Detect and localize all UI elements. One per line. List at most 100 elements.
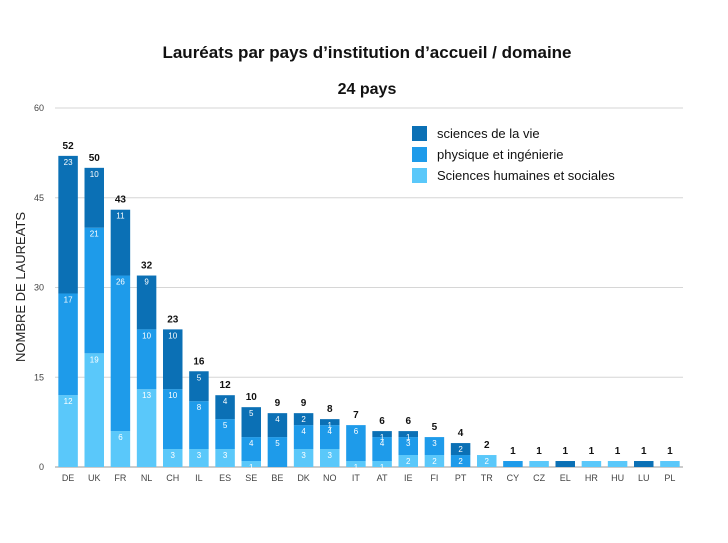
bar-segment <box>163 329 183 390</box>
segment-value-label: 23 <box>64 158 73 167</box>
x-tick-label: FR <box>114 473 126 483</box>
bar-segment <box>189 449 209 467</box>
bar-segment <box>346 425 366 462</box>
bar-segment <box>581 461 602 467</box>
legend-label: sciences de la vie <box>437 126 540 141</box>
bar-total-label: 1 <box>536 446 542 457</box>
bar-total-label: 12 <box>220 380 232 391</box>
bar-segment <box>215 419 235 450</box>
segment-value-label: 1 <box>380 433 385 442</box>
segment-value-label: 3 <box>197 451 202 460</box>
bar-total-label: 52 <box>63 141 75 152</box>
bar-segment <box>163 449 183 467</box>
y-tick-label: 60 <box>34 103 44 113</box>
bar-segment <box>320 425 340 450</box>
segment-value-label: 5 <box>275 439 280 448</box>
bar-total-label: 1 <box>615 446 621 457</box>
legend-swatch <box>412 147 427 162</box>
segment-value-label: 10 <box>168 331 177 340</box>
x-tick-label: HU <box>611 473 624 483</box>
x-tick-label: IT <box>352 473 361 483</box>
x-tick-label: CH <box>166 473 179 483</box>
y-tick-label: 15 <box>34 372 44 382</box>
segment-value-label: 3 <box>328 451 333 460</box>
bar-segment <box>450 443 471 456</box>
chart-title: Lauréats par pays d’institution d’accuei… <box>162 43 571 62</box>
bar-total-label: 32 <box>141 261 153 272</box>
bar-segment <box>84 167 104 228</box>
segment-value-label: 26 <box>116 278 125 287</box>
bar-segment <box>293 449 314 467</box>
segment-value-label: 11 <box>116 212 125 221</box>
bar-segment <box>84 227 104 354</box>
segment-value-label: 1 <box>380 463 385 472</box>
bar-total-label: 9 <box>301 398 307 409</box>
x-tick-label: SE <box>245 473 257 483</box>
segment-value-label: 8 <box>197 403 202 412</box>
segment-value-label: 5 <box>249 409 254 418</box>
bar-total-label: 1 <box>589 446 595 457</box>
x-tick-label: ES <box>219 473 231 483</box>
bar-segment <box>398 431 418 438</box>
segment-value-label: 5 <box>197 373 202 382</box>
bar-segment <box>346 461 366 467</box>
segment-value-label: 2 <box>485 457 490 466</box>
bar-total-label: 1 <box>510 446 516 457</box>
bar-segment <box>398 437 418 456</box>
segment-value-label: 10 <box>142 331 151 340</box>
legend-label: Sciences humaines et sociales <box>437 168 615 183</box>
segment-value-label: 1 <box>249 463 254 472</box>
segment-value-label: 21 <box>90 230 99 239</box>
bar-segment <box>110 431 131 467</box>
segment-value-label: 2 <box>301 415 306 424</box>
gridlines <box>55 107 683 468</box>
bar-segment <box>450 455 471 467</box>
x-tick-label: TR <box>481 473 493 483</box>
bar-segment <box>293 413 314 426</box>
segment-value-label: 19 <box>90 355 99 364</box>
bar-total-label: 1 <box>667 446 673 457</box>
bar-segment <box>503 461 523 467</box>
x-tick-label: PT <box>455 473 467 483</box>
bar-segment <box>84 353 104 467</box>
bar-total-label: 6 <box>405 416 411 427</box>
x-tick-label: IL <box>195 473 203 483</box>
x-tick-label: DK <box>297 473 310 483</box>
bar-segment <box>189 401 209 450</box>
bar-segment <box>634 461 654 467</box>
bars: 12172352DE19211050UK6261143FR1310932NL31… <box>58 141 680 483</box>
bar-segment <box>215 395 235 420</box>
bar-total-label: 6 <box>379 416 385 427</box>
bar-segment <box>529 461 549 467</box>
legend-swatch <box>412 168 427 183</box>
segment-value-label: 6 <box>118 433 123 442</box>
segment-value-label: 3 <box>171 451 176 460</box>
bar-total-label: 1 <box>562 446 568 457</box>
bar-segment <box>372 431 392 438</box>
bar-segment <box>372 437 392 462</box>
bar-segment <box>58 395 78 467</box>
segment-value-label: 3 <box>223 451 228 460</box>
segment-value-label: 10 <box>90 170 99 179</box>
bar-segment <box>58 155 78 294</box>
bar-total-label: 2 <box>484 440 490 451</box>
bar-segment <box>607 461 628 467</box>
segment-value-label: 9 <box>144 278 149 287</box>
y-tick-label: 45 <box>34 193 44 203</box>
bar-segment <box>555 461 575 467</box>
bar-total-label: 43 <box>115 195 127 206</box>
bar-total-label: 9 <box>275 398 281 409</box>
x-tick-label: UK <box>88 473 101 483</box>
chart-subtitle: 24 pays <box>338 81 397 98</box>
segment-value-label: 1 <box>328 421 333 430</box>
x-tick-label: AT <box>377 473 388 483</box>
bar-segment <box>110 209 131 276</box>
segment-value-label: 5 <box>223 421 228 430</box>
segment-value-label: 1 <box>406 433 411 442</box>
bar-segment <box>241 461 261 467</box>
bar-segment <box>136 329 157 390</box>
x-tick-label: NO <box>323 473 337 483</box>
bar-total-label: 10 <box>246 392 258 403</box>
segment-value-label: 4 <box>275 415 280 424</box>
bar-segment <box>293 425 314 450</box>
